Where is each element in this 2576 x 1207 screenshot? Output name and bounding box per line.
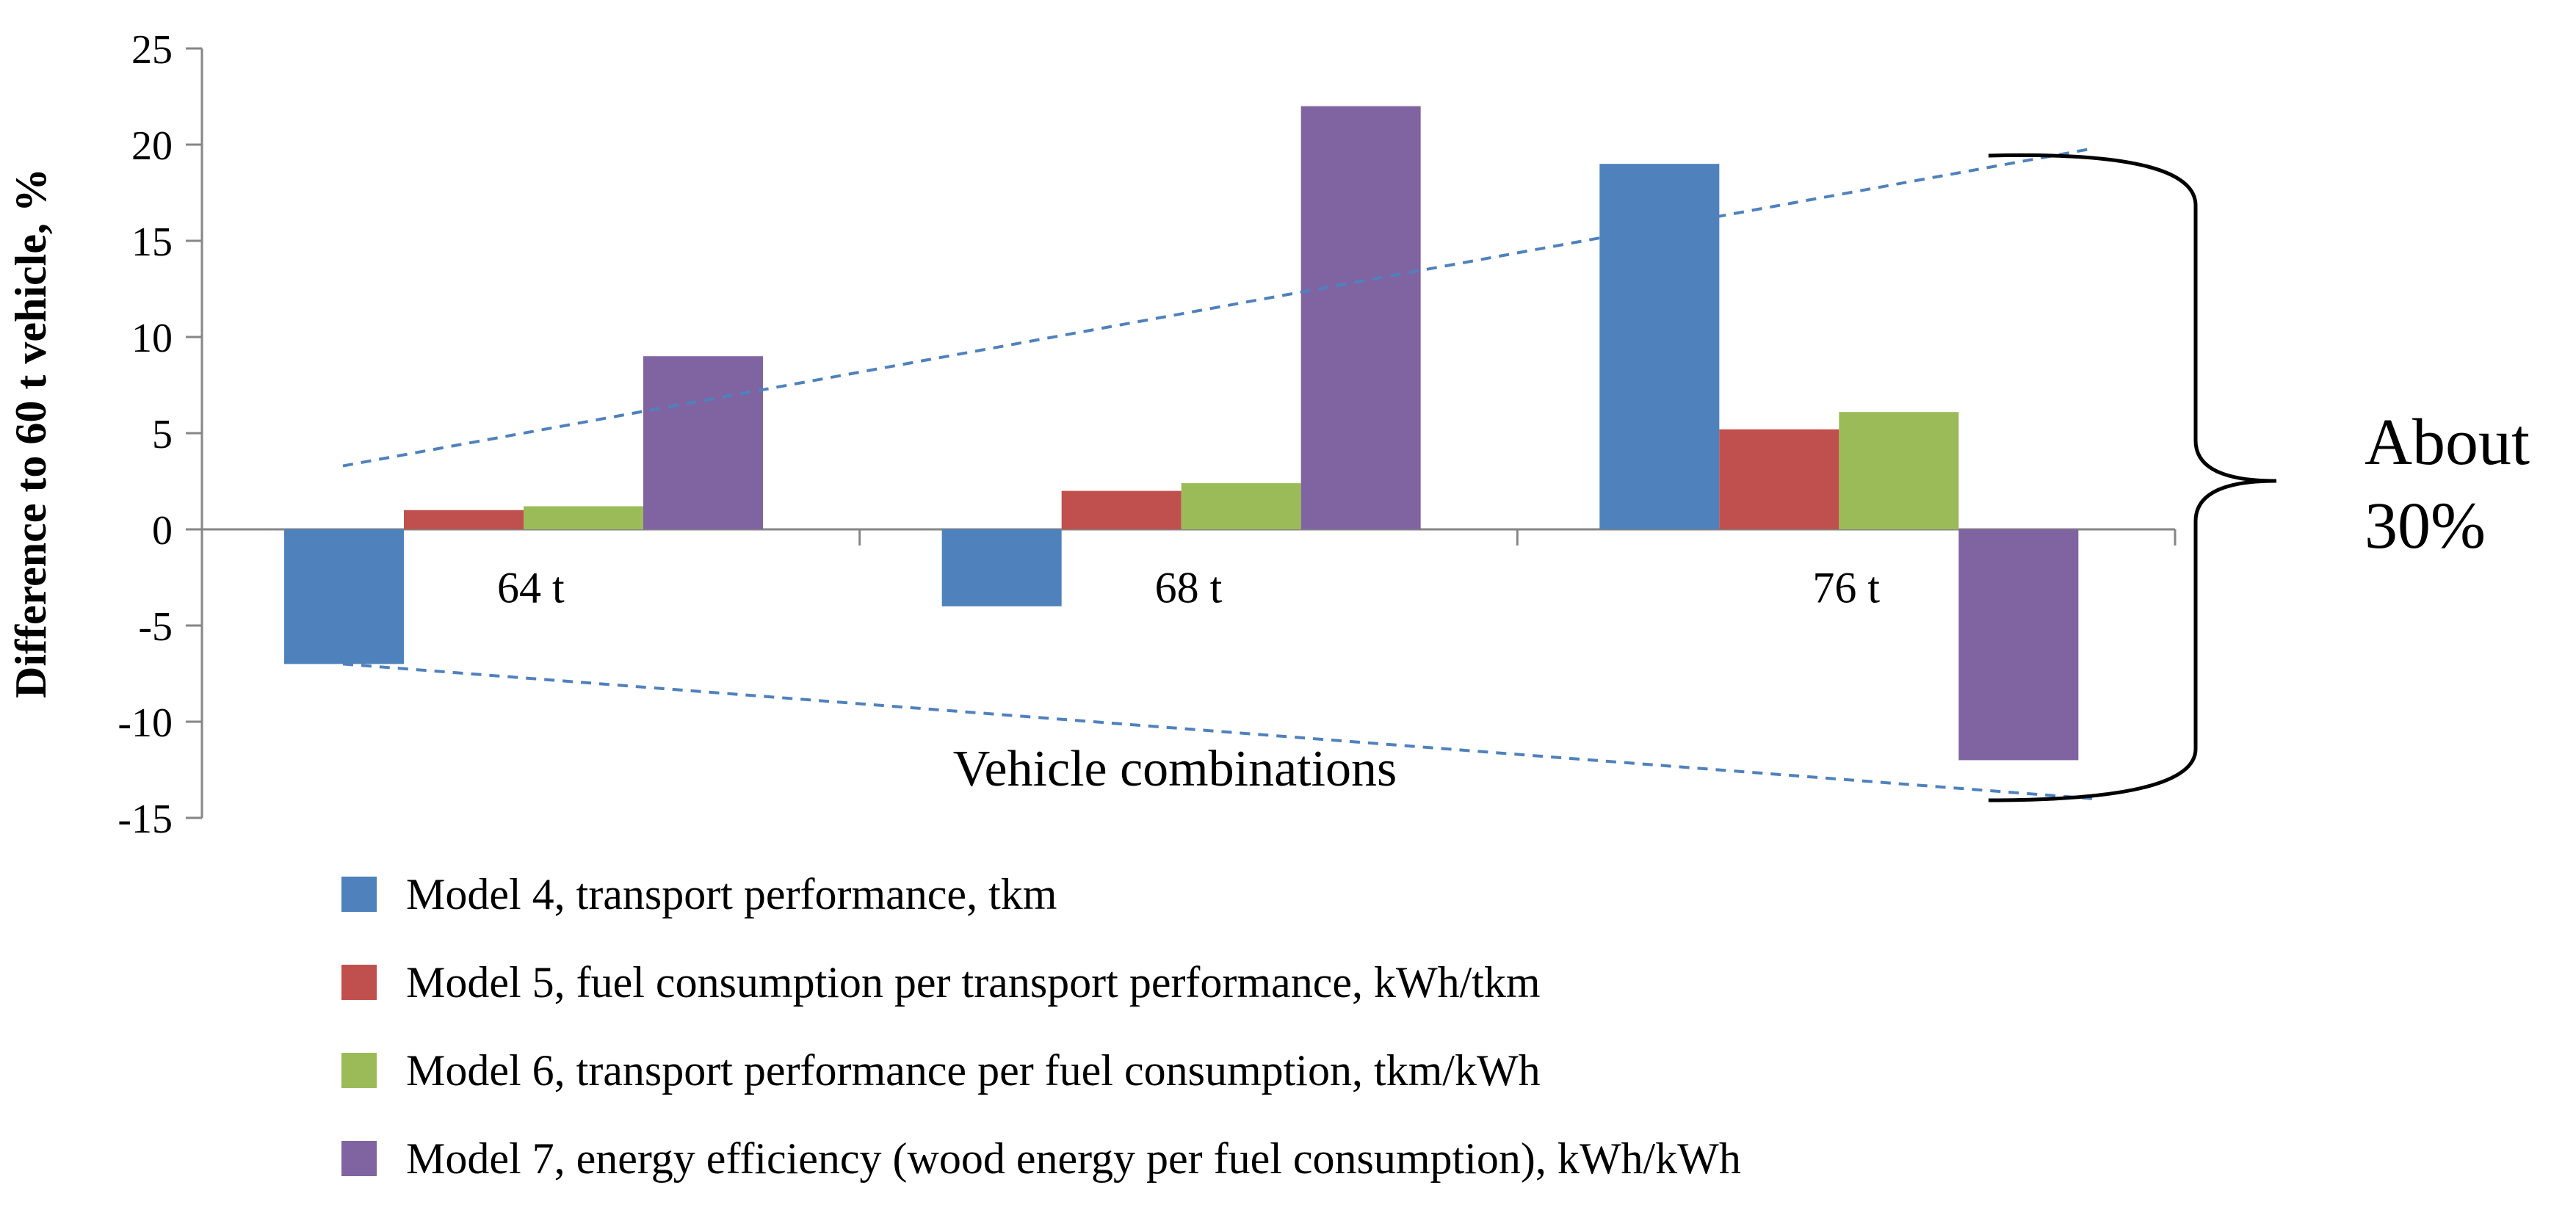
- bar-1-2: [1181, 483, 1301, 529]
- annotation-label-line2: 30%: [2365, 490, 2486, 562]
- category-label-1: 68 t: [1155, 564, 1223, 612]
- y-tick-label: 20: [131, 123, 173, 169]
- legend: Model 4, transport performance, tkm Model…: [341, 870, 1741, 1183]
- annotation-label-line1: About: [2365, 406, 2530, 479]
- trend-lines: [342, 147, 2094, 800]
- y-axis-label: Difference to 60 t vehicle, %: [7, 168, 55, 698]
- y-tick-label: 10: [131, 316, 173, 361]
- bar-0-2: [524, 506, 643, 529]
- y-tick-label: 5: [152, 412, 173, 457]
- y-tick-label: 25: [131, 27, 173, 73]
- bar-1-3: [1300, 106, 1421, 530]
- category-label-2: 76 t: [1812, 564, 1880, 612]
- y-tick-label: -15: [117, 797, 173, 842]
- bar-2-3: [1958, 529, 2079, 761]
- legend-swatch-1: [341, 965, 377, 1000]
- bar-2-1: [1719, 429, 1839, 529]
- y-tick-labels: -15 -10 -5 0 5 10 15 20 25: [117, 27, 173, 842]
- bar-1-1: [1061, 490, 1182, 529]
- bars: [284, 106, 2079, 761]
- bar-1-0: [941, 529, 1062, 606]
- bar-2-2: [1839, 412, 1959, 529]
- legend-label-1: Model 5, fuel consumption per transport …: [406, 958, 1541, 1007]
- legend-swatch-2: [341, 1053, 377, 1088]
- y-tick-label: -10: [117, 700, 173, 746]
- legend-label-0: Model 4, transport performance, tkm: [406, 870, 1057, 918]
- bar-2-0: [1599, 164, 1720, 529]
- annotation-brace: [1988, 153, 2277, 802]
- y-tick-label: -5: [138, 604, 173, 650]
- legend-swatch-3: [341, 1141, 377, 1176]
- category-label-0: 64 t: [497, 564, 565, 612]
- legend-label-2: Model 6, transport performance per fuel …: [406, 1046, 1541, 1095]
- bar-0-3: [643, 356, 763, 529]
- legend-label-3: Model 7, energy efficiency (wood energy …: [406, 1134, 1741, 1183]
- bar-0-0: [284, 529, 404, 664]
- y-tick-label: 0: [152, 508, 173, 554]
- y-tick-label: 15: [131, 220, 173, 265]
- category-labels: 64 t 68 t 76 t: [497, 564, 1880, 612]
- bar-0-1: [404, 510, 524, 529]
- trend-line-upper-envelope: [342, 147, 2094, 468]
- legend-swatch-0: [341, 877, 377, 912]
- x-axis-label: Vehicle combinations: [953, 741, 1397, 797]
